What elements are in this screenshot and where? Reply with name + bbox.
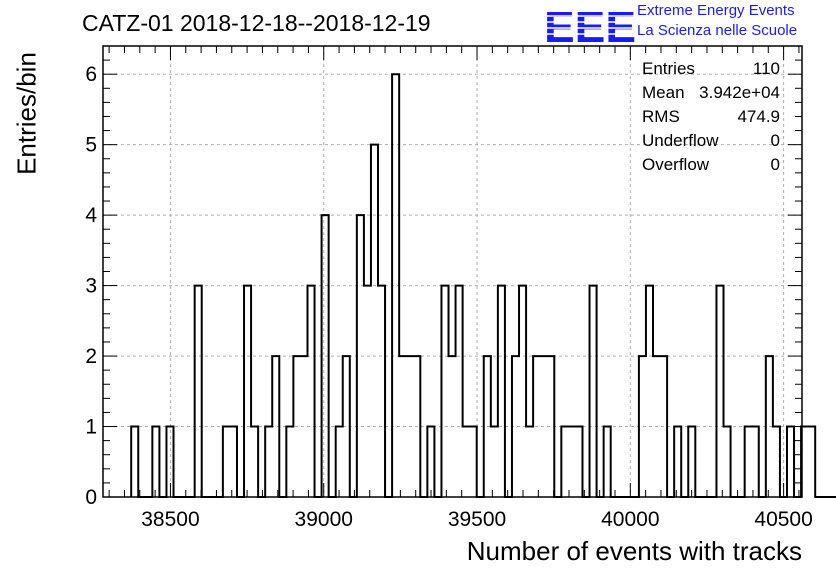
stats-box: Entries 110 Mean 3.942e+04 RMS 474.9 Und… [642, 58, 780, 178]
stat-value: 3.942e+04 [699, 83, 780, 102]
y-tick-label: 5 [85, 134, 97, 157]
stat-value: 110 [752, 59, 780, 78]
histogram-bin [336, 427, 343, 497]
x-axis-label: Number of events with tracks [466, 536, 802, 566]
stat-row-overflow: Overflow 0 [642, 154, 780, 178]
histogram-bin [787, 427, 794, 497]
y-tick-label: 0 [85, 486, 97, 509]
eee-logo: EEE [544, 3, 636, 46]
y-tick-label: 6 [85, 63, 97, 86]
histogram-bin [674, 427, 681, 497]
histogram-bin [773, 427, 780, 497]
y-tick-label: 2 [85, 345, 97, 368]
histogram-bin [604, 427, 611, 497]
histogram-bin [371, 145, 378, 497]
histogram-bin [646, 286, 653, 497]
stat-value: 474.9 [737, 107, 780, 126]
histogram-bin [491, 427, 498, 497]
histogram-bin [724, 427, 731, 497]
histogram-bin [752, 427, 759, 497]
histogram-bin [131, 427, 138, 497]
histogram-bin [561, 427, 568, 497]
y-tick-label: 1 [85, 416, 97, 439]
histogram-bin [195, 286, 202, 497]
org-subtitle: La Scienza nelle Scuole [637, 22, 798, 39]
chart-title: CATZ-01 2018-12-18--2018-12-19 [82, 10, 431, 36]
histogram-bin [364, 286, 371, 497]
histogram-bin [456, 286, 463, 497]
histogram-bin [244, 286, 251, 497]
histogram-bin [463, 427, 470, 497]
stat-value: 0 [770, 155, 780, 174]
histogram-bin [575, 427, 582, 497]
x-tick-label: 40000 [601, 508, 659, 531]
histogram-bin [745, 427, 752, 497]
histogram-bin [526, 427, 533, 497]
histogram-bin [568, 427, 575, 497]
stat-label: RMS [642, 107, 680, 126]
histogram-bin [498, 286, 505, 497]
histogram-bin [441, 286, 448, 497]
histogram-bin [230, 427, 237, 497]
histogram-bin [307, 286, 314, 497]
histogram-bin [808, 427, 815, 497]
x-tick-label: 39000 [295, 508, 353, 531]
histogram-bin [519, 286, 526, 497]
histogram-bin [470, 427, 477, 497]
stat-row-underflow: Underflow 0 [642, 130, 780, 154]
histogram-bin [251, 427, 258, 497]
histogram-bin [378, 286, 385, 497]
org-name: Extreme Energy Events [637, 2, 795, 19]
histogram-bin [590, 286, 597, 497]
stat-row-rms: RMS 474.9 [642, 106, 780, 130]
x-tick-label: 39500 [448, 508, 506, 531]
y-tick-label: 3 [85, 275, 97, 298]
histogram-bin [716, 286, 723, 497]
stat-row-entries: Entries 110 [642, 58, 780, 82]
stat-label: Entries [642, 59, 695, 78]
histogram-bin [286, 427, 293, 497]
stat-row-mean: Mean 3.942e+04 [642, 82, 780, 106]
stat-label: Mean [642, 83, 685, 102]
x-tick-label: 38500 [141, 508, 199, 531]
histogram-bin [427, 427, 434, 497]
histogram-bin [223, 427, 230, 497]
x-tick-label: 40500 [754, 508, 812, 531]
histogram-bin [265, 427, 272, 497]
histogram-bin [152, 427, 159, 497]
y-tick-label: 4 [85, 204, 97, 227]
stat-label: Overflow [642, 155, 710, 174]
stat-value: 0 [770, 131, 780, 150]
histogram-bin [688, 427, 695, 497]
stat-label: Underflow [642, 131, 719, 150]
